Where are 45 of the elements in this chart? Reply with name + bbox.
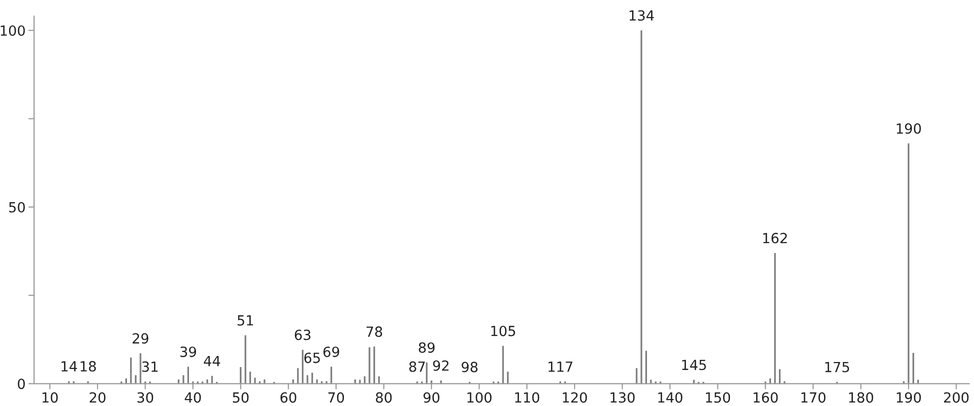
annotation: 134 xyxy=(630,10,654,21)
annotation: 69 xyxy=(323,346,340,358)
x-tick-label: 10 xyxy=(42,392,58,403)
y-tick-label: 50 xyxy=(9,202,25,212)
annotation: 92 xyxy=(433,360,448,371)
annotation: 63 xyxy=(294,330,310,340)
x-tick-label: 70 xyxy=(328,392,344,403)
annotation: 39 xyxy=(180,346,196,358)
x-tick-label: 90 xyxy=(424,392,440,403)
x-tick-label: 170 xyxy=(801,392,826,403)
x-tick-label: 40 xyxy=(184,392,201,403)
x-tick-label: 50 xyxy=(232,392,249,403)
x-tick-label: 120 xyxy=(562,392,587,403)
x-tick-label: 190 xyxy=(896,392,921,403)
annotation: 98 xyxy=(462,362,478,372)
y-tick-label: 100 xyxy=(0,25,25,36)
annotation: 117 xyxy=(548,362,572,372)
x-tick-label: 150 xyxy=(706,392,730,403)
annotation: 65 xyxy=(304,352,320,364)
annotation: 29 xyxy=(132,333,148,344)
x-tick-label: 100 xyxy=(467,392,492,403)
x-tick-label: 140 xyxy=(658,392,682,403)
x-tick-label: 130 xyxy=(610,392,635,403)
annotation: 145 xyxy=(682,360,706,370)
annotation: 162 xyxy=(763,232,787,244)
x-tick-label: 200 xyxy=(944,392,969,403)
x-tick-label: 160 xyxy=(754,392,778,403)
x-tick-label: 80 xyxy=(376,392,392,403)
annotation: 51 xyxy=(238,315,253,326)
x-tick-label: 30 xyxy=(137,392,154,403)
x-tick-label: 180 xyxy=(849,392,874,403)
annotation: 87 xyxy=(409,361,425,372)
annotation: 44 xyxy=(204,356,220,366)
annotation: 175 xyxy=(825,362,850,372)
y-tick-label: 0 xyxy=(18,378,25,390)
x-tick-label: 60 xyxy=(280,392,296,403)
annotation: 78 xyxy=(366,326,382,337)
annotation: 190 xyxy=(896,123,921,134)
annotation: 89 xyxy=(418,342,435,353)
annotation: 31 xyxy=(142,361,158,372)
x-tick-label: 20 xyxy=(90,392,106,403)
annotation: 18 xyxy=(80,361,96,372)
annotation: 105 xyxy=(491,326,516,336)
annotation: 14 xyxy=(62,361,77,372)
x-tick-label: 110 xyxy=(515,392,540,403)
